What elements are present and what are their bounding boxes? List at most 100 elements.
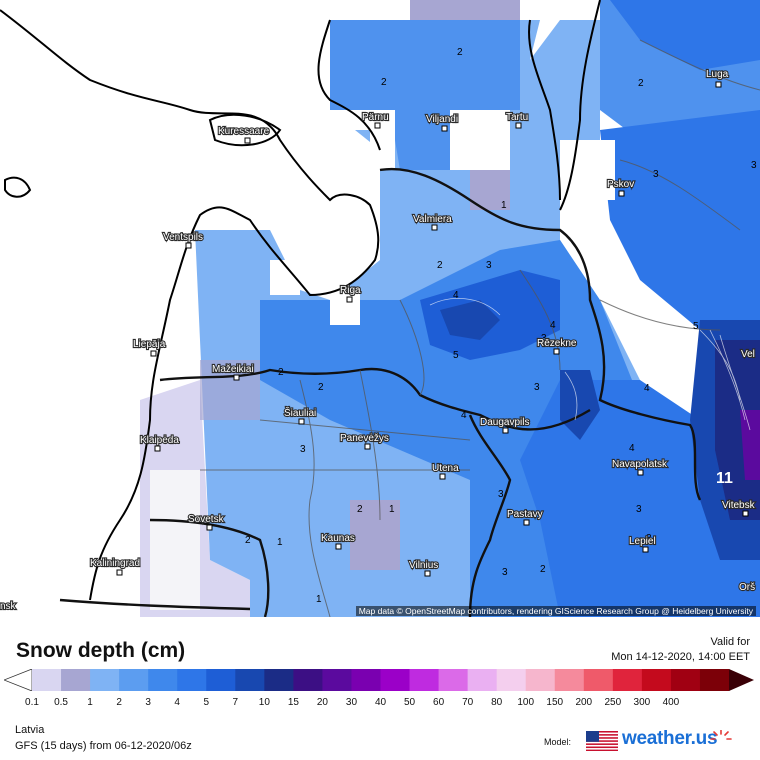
scale-tick-label: 150 [546,697,564,708]
scale-tick-label: 5 [203,697,210,708]
contour-label: 3 [636,504,642,515]
city-kuressaare: Kuressaare [217,125,271,144]
snow-fields [140,0,760,617]
scale-swatch [438,669,469,691]
scale-tick-label: 50 [403,697,416,708]
snow-depth-map[interactable]: 2 2 2 1 3 2 3 4 4 3 5 4 3 5 2 3 2 4 4 3 … [0,0,760,617]
scale-swatch [148,669,178,691]
scale-tick-label: 200 [575,697,593,708]
contour-label: 2 [457,47,463,58]
city-label: Lepiel [629,536,656,547]
city-label: Daugavpils [480,417,529,428]
city-lepiel: Lepiel [628,535,657,553]
scale-overflow-arrow [729,669,754,691]
scale-tick-label: 7 [232,697,239,708]
national-borders [59,167,702,617]
scale-swatch [496,669,527,691]
city-label: Vel [741,349,755,360]
city-tartu: Tartu [505,111,529,129]
contour-label: 3 [300,444,306,455]
contour-label: 3 [498,489,504,500]
contour-label: 5 [693,321,699,332]
city-label: Orš [739,582,755,593]
contour-label: 1 [316,594,322,605]
scale-swatch [177,669,207,691]
contour-label: 3 [751,160,757,171]
contour-label: 2 [381,77,387,88]
city-label: Viljandi [426,114,458,125]
city-label: Pastavy [507,509,543,520]
city-panevezys: Panevėžys [339,432,390,450]
region-label: Latvia [15,724,45,736]
legend-title: Snow depth (cm) [16,639,186,662]
scale-swatch [32,669,62,691]
city-label: Klaipėda [140,435,179,446]
scale-swatch [525,669,556,691]
contour-label: 1 [277,537,283,548]
contour-label: 2 [245,535,251,546]
city-rezekne: Rēzekne [536,337,578,355]
city-navapolatsk: Navapolatsk [611,458,669,476]
city-label: nsk [0,601,17,612]
city-ventspils: Ventspils [162,231,204,249]
contour-label: 2 [357,504,363,515]
city-kaunas: Kaunas [320,532,356,550]
contour-label: 4 [550,320,556,331]
contour-label: 3 [653,169,659,180]
city-klaipeda: Klaipėda [139,434,180,452]
color-scale-bar [4,669,754,691]
scale-tick-label: 10 [258,697,270,708]
contour-label: 2 [638,78,644,89]
coastlines [0,0,601,601]
contour-label: 4 [453,290,459,301]
scale-swatch [119,669,149,691]
legend-panel: Snow depth (cm) Valid for Mon 14-12-2020… [0,617,760,760]
scale-tick-label: 100 [517,697,535,708]
city-viljandi: Viljandi [425,113,459,132]
contour-label: 2 [318,382,324,393]
contour-lines [429,298,751,431]
us-flag-icon [586,731,618,751]
scale-swatch [322,669,352,691]
scale-swatch [351,669,381,691]
contour-label: 4 [629,443,635,454]
city-label: Valmiera [413,214,452,225]
scale-swatch [641,669,672,691]
scale-swatch [264,669,294,691]
city-sovetsk: Sovetsk [187,513,226,531]
valid-time: Mon 14-12-2020, 14:00 EET [611,651,750,663]
scale-swatch [380,669,411,691]
brand-logo[interactable]: weather.us [622,728,718,749]
valid-for-label: Valid for [710,636,750,648]
contour-label: 2 [278,367,284,378]
scale-swatch [409,669,440,691]
contour-label: 3 [541,333,547,344]
scale-swatch [699,669,730,691]
scale-tick-label: 15 [287,697,299,708]
city-edge: nsk [0,600,18,613]
model-run-label: GFS (15 days) from 06-12-2020/06z [15,740,192,752]
contour-label: 3 [646,533,652,544]
contour-label: 4 [644,383,650,394]
contour-label-group: 2 2 2 1 3 2 3 4 4 3 5 4 3 5 2 3 2 4 4 3 … [245,47,757,605]
city-utena: Utena [431,462,460,480]
city-label: Tartu [506,112,528,123]
city-label: Pskov [607,179,634,190]
scale-tick-label: 3 [145,697,151,708]
contour-label: 4 [461,410,467,421]
city-label: Luga [706,69,729,80]
city-label: Utena [432,463,459,474]
city-label: Liepāja [133,339,166,350]
scale-tick-label: 40 [374,697,387,708]
city-label: Kuressaare [218,126,270,137]
contour-label: 3 [486,260,492,271]
scale-tick-label: 2 [116,697,122,708]
city-pastavy: Pastavy [506,508,544,526]
city-riga: Riga [339,284,362,303]
scale-swatch [467,669,498,691]
scale-underflow-arrow [4,669,33,691]
city-vilnius: Vilnius [408,559,439,577]
city-label: Ventspils [163,232,203,243]
city-siauliai: Šiauliai [283,405,317,425]
sun-logo-icon [710,730,732,740]
